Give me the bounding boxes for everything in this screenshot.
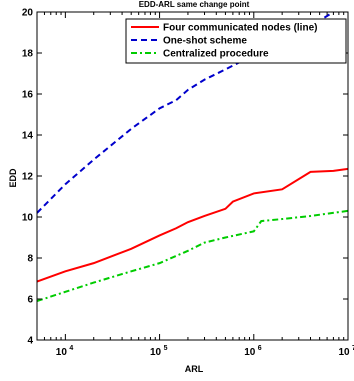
y-tick-label: 6 [27, 295, 33, 306]
legend-label-2: Centralized procedure [163, 49, 269, 60]
legend-label-1: One-shot scheme [163, 36, 247, 47]
legend-label-0: Four communicated nodes (line) [163, 23, 317, 34]
series-line-2 [37, 209, 348, 303]
x-tick-exponent: 4 [69, 345, 73, 352]
x-tick-exponent: 7 [352, 345, 354, 352]
y-tick-label: 4 [27, 336, 33, 347]
x-tick-label: 10 [56, 347, 68, 358]
y-tick-label: 8 [27, 254, 33, 265]
series-line-0 [37, 167, 348, 283]
x-tick-label: 10 [150, 347, 162, 358]
y-tick-label: 12 [22, 172, 34, 183]
legend: Four communicated nodes (line) One-shot s… [125, 18, 347, 64]
x-tick-exponent: 6 [258, 345, 262, 352]
y-axis-label: EDD [8, 168, 18, 188]
y-tick-label: 10 [22, 213, 34, 224]
y-tick-label: 14 [22, 131, 34, 142]
x-tick-label: 10 [338, 347, 350, 358]
x-tick-label: 10 [244, 347, 256, 358]
legend-box [125, 18, 347, 64]
x-axis-label: ARL [185, 364, 204, 374]
y-tick-label: 18 [22, 49, 34, 60]
y-tick-label: 20 [22, 8, 34, 19]
y-tick-label: 16 [22, 90, 34, 101]
chart-title: EDD-ARL same change point [139, 0, 250, 9]
x-tick-exponent: 5 [164, 345, 168, 352]
